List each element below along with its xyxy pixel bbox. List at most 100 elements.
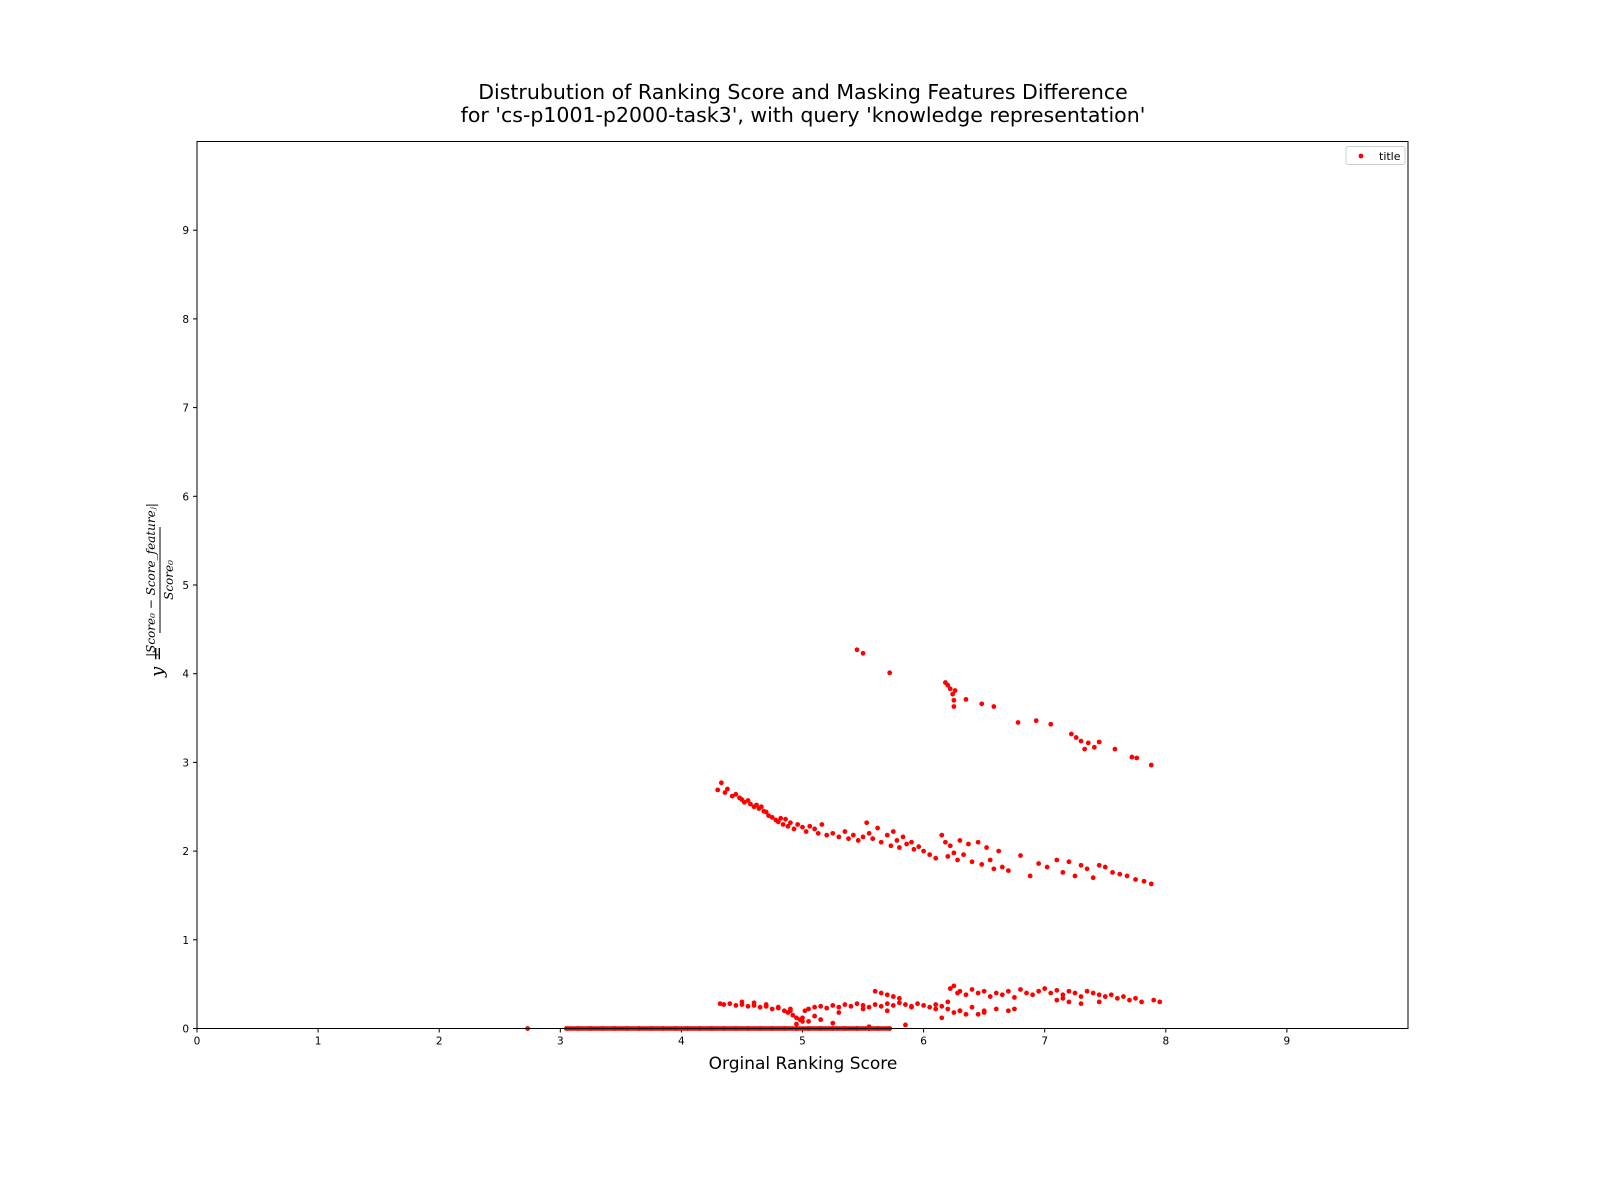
data-point bbox=[1060, 869, 1066, 875]
data-point bbox=[741, 799, 747, 805]
data-point bbox=[1108, 992, 1114, 998]
data-point bbox=[1091, 744, 1097, 750]
data-point bbox=[951, 704, 957, 709]
data-point bbox=[991, 866, 997, 872]
legend-box bbox=[1345, 146, 1406, 165]
y-axis-label-numerator: |Score₀ − Score_featureⱼ| bbox=[144, 503, 158, 657]
x-tick-label: 7 bbox=[1041, 1036, 1048, 1048]
data-point bbox=[800, 1019, 805, 1024]
data-point bbox=[781, 1008, 787, 1014]
data-point bbox=[942, 839, 948, 845]
data-point bbox=[1068, 731, 1074, 737]
chart-title-line-2: for 'cs-p1001-p2000-task3', with query '… bbox=[461, 103, 1146, 127]
data-point bbox=[963, 1011, 969, 1017]
data-point bbox=[818, 1017, 824, 1023]
data-point bbox=[945, 854, 951, 859]
legend: title bbox=[1345, 146, 1406, 165]
y-tick-label: 8 bbox=[182, 314, 189, 326]
data-point bbox=[1133, 995, 1138, 1001]
data-point bbox=[1073, 735, 1079, 740]
data-point bbox=[900, 834, 906, 840]
data-point bbox=[921, 848, 926, 854]
data-point bbox=[1060, 995, 1066, 1001]
data-point bbox=[727, 1001, 733, 1007]
data-point bbox=[1036, 861, 1042, 866]
data-point bbox=[1018, 987, 1023, 992]
data-point bbox=[1030, 992, 1035, 998]
data-point bbox=[1139, 999, 1144, 1005]
data-point bbox=[1078, 994, 1084, 999]
data-point bbox=[800, 1015, 805, 1021]
data-point bbox=[800, 824, 805, 830]
y-tick-label: 5 bbox=[182, 580, 189, 592]
data-point bbox=[872, 988, 878, 994]
data-point bbox=[721, 1002, 727, 1007]
data-point bbox=[802, 1008, 808, 1014]
data-point bbox=[1151, 997, 1157, 1003]
data-point bbox=[1072, 873, 1078, 879]
data-point bbox=[778, 815, 784, 821]
data-point bbox=[1036, 988, 1042, 994]
data-point bbox=[850, 832, 856, 838]
data-point bbox=[1048, 990, 1054, 996]
data-point bbox=[963, 992, 969, 998]
data-point bbox=[854, 1001, 860, 1007]
y-tick-label: 7 bbox=[182, 403, 189, 415]
data-point bbox=[1134, 755, 1140, 761]
data-point bbox=[933, 1006, 939, 1012]
data-point bbox=[807, 823, 813, 829]
data-point bbox=[993, 990, 999, 996]
data-point bbox=[860, 650, 866, 656]
data-point bbox=[824, 1005, 830, 1011]
data-point bbox=[722, 790, 728, 795]
data-point bbox=[830, 1020, 836, 1026]
data-point bbox=[733, 1003, 739, 1008]
data-point bbox=[979, 701, 985, 707]
x-tick-label: 5 bbox=[799, 1036, 806, 1048]
data-point bbox=[733, 791, 739, 797]
data-point bbox=[951, 983, 957, 989]
data-point bbox=[739, 999, 745, 1005]
data-point bbox=[1096, 999, 1102, 1005]
data-point bbox=[763, 809, 769, 815]
data-point bbox=[1133, 877, 1138, 882]
data-point bbox=[1124, 873, 1130, 879]
data-point bbox=[748, 801, 753, 807]
data-point bbox=[1066, 859, 1072, 865]
data-point bbox=[884, 832, 890, 838]
data-point bbox=[1085, 740, 1091, 746]
data-point bbox=[866, 830, 872, 836]
data-point bbox=[890, 994, 896, 999]
y-axis-label-prefix: y = bbox=[147, 646, 168, 678]
data-point bbox=[866, 1004, 872, 1010]
data-point bbox=[896, 845, 902, 850]
data-point bbox=[806, 1019, 811, 1024]
data-point bbox=[933, 855, 939, 861]
data-point bbox=[715, 787, 721, 793]
data-point bbox=[1054, 857, 1060, 863]
data-point bbox=[794, 1021, 799, 1027]
data-point bbox=[969, 987, 975, 992]
data-point bbox=[864, 820, 870, 826]
data-point bbox=[787, 1008, 793, 1014]
data-point bbox=[904, 841, 910, 847]
data-point bbox=[945, 999, 951, 1005]
data-point bbox=[787, 820, 793, 826]
data-point bbox=[860, 1003, 866, 1008]
data-point bbox=[987, 994, 993, 999]
data-point bbox=[803, 829, 809, 834]
data-point bbox=[1066, 999, 1072, 1005]
data-point bbox=[955, 857, 960, 863]
y-tick-label: 2 bbox=[182, 846, 189, 858]
data-point bbox=[718, 780, 724, 786]
data-point bbox=[855, 838, 861, 843]
data-point bbox=[791, 826, 797, 832]
data-point bbox=[758, 804, 764, 810]
data-point bbox=[790, 1012, 796, 1018]
data-point bbox=[785, 823, 791, 829]
data-point bbox=[975, 839, 981, 845]
data-point bbox=[878, 1003, 884, 1009]
data-point bbox=[1044, 864, 1050, 870]
data-point bbox=[775, 819, 781, 825]
